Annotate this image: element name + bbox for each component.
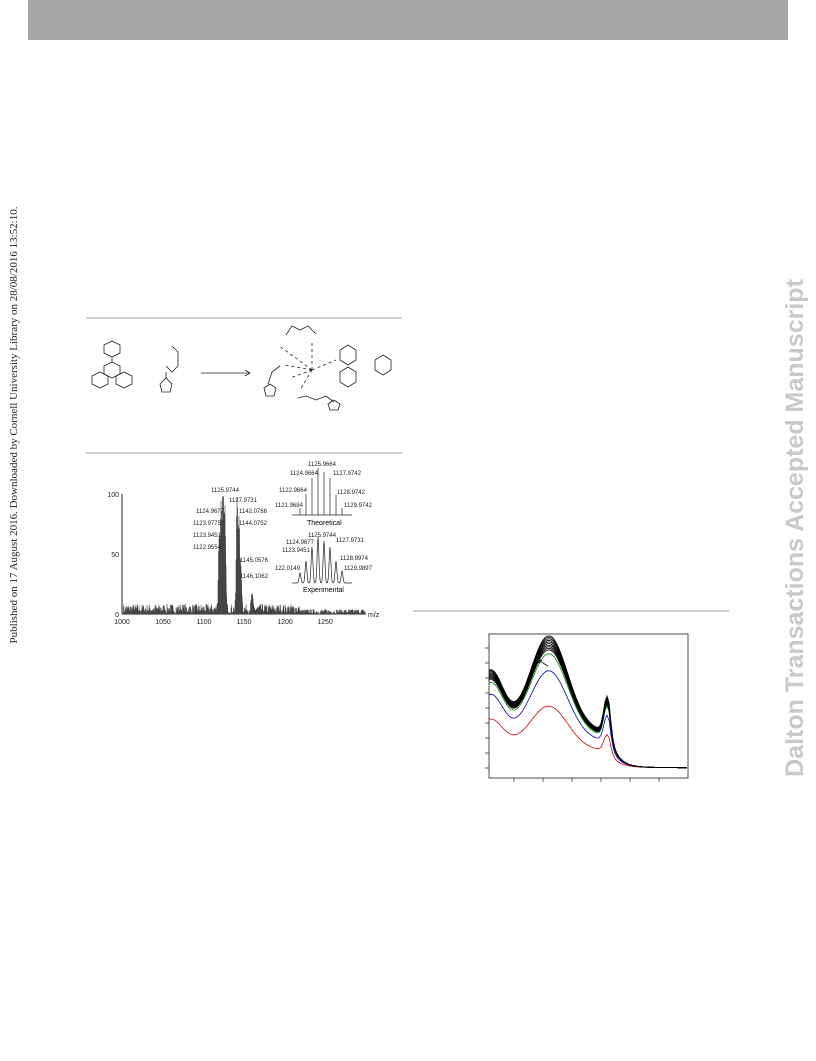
x-axis-label: m/z [368, 612, 380, 619]
peak-label: 1125.9744 [211, 488, 240, 494]
x-tick-label: 1200 [277, 619, 293, 626]
spectrum-curve [488, 649, 687, 769]
watermark: Dalton Transactions Accepted Manuscript [781, 278, 809, 776]
experimental-trace [292, 536, 352, 584]
peak-label: 1127.9731 [229, 498, 258, 504]
inset-label: 1128.9974 [340, 556, 369, 562]
spectrum-trace [123, 495, 366, 616]
frame-ticks [485, 647, 660, 782]
inset-label: 1121.9684 [275, 503, 304, 509]
plot-frame [488, 633, 689, 779]
inset-label: 1129.9897 [344, 566, 373, 572]
inset-label: 1129.9742 [344, 503, 373, 509]
inset-label: 1124.9664 [290, 471, 319, 477]
spectrum-curve [488, 635, 687, 769]
y-tick-label: 50 [111, 552, 119, 559]
scheme [91, 325, 392, 411]
inset-caption: Theoretical [307, 520, 342, 527]
spectrum-curve [488, 644, 687, 769]
spectrum-curve [488, 647, 687, 769]
inset-label: 1127.9731 [336, 538, 365, 544]
x-tick-label: 1000 [114, 619, 130, 626]
spectrum-curve [488, 670, 687, 769]
peak-label: 1123.9775 [193, 521, 222, 527]
theoretical-sticks [292, 468, 352, 516]
inset-caption: Experimental [303, 587, 344, 594]
spectrum-curve [488, 653, 687, 769]
header-bar [28, 0, 788, 40]
peak-label: 1124.9677 [196, 509, 225, 515]
side-note: Published on 17 August 2016. Downloaded … [8, 206, 20, 643]
y-tick-label: 100 [107, 492, 119, 499]
inset-label: 1125.9664 [308, 462, 337, 468]
inset-label: 1122.9664 [279, 488, 308, 494]
x-tick-label: 1250 [317, 619, 333, 626]
x-tick-label: 1100 [196, 619, 211, 626]
inset-label: 1125.9744 [308, 533, 337, 539]
inset-label: 1128.9742 [337, 490, 366, 496]
inset-label: 1123.9451 [282, 548, 311, 554]
inset-label: 122.0149 [275, 566, 301, 572]
arrowhead [536, 658, 542, 664]
spectra [488, 635, 687, 769]
inset-label: 1124.9677 [286, 540, 315, 546]
peak-label: 1146.1062 [240, 574, 269, 580]
peak-label: 1144.0752 [239, 521, 268, 527]
y-tick-label: 0 [115, 612, 119, 619]
uv-vis-plot [485, 633, 689, 782]
inset-label: 1127.9742 [333, 471, 362, 477]
x-tick-label: 1150 [236, 619, 251, 626]
peak-label: 1122.9554 [193, 545, 222, 551]
mass-spectrum: 100 50 0 1000 1050 1100 1150 1200 1250 m… [107, 462, 379, 626]
peak-label: 1145.0576 [240, 558, 269, 564]
peak-label: 1142.0786 [239, 509, 268, 515]
x-tick-label: 1050 [155, 619, 171, 626]
peak-label: 1123.9451 [193, 533, 222, 539]
